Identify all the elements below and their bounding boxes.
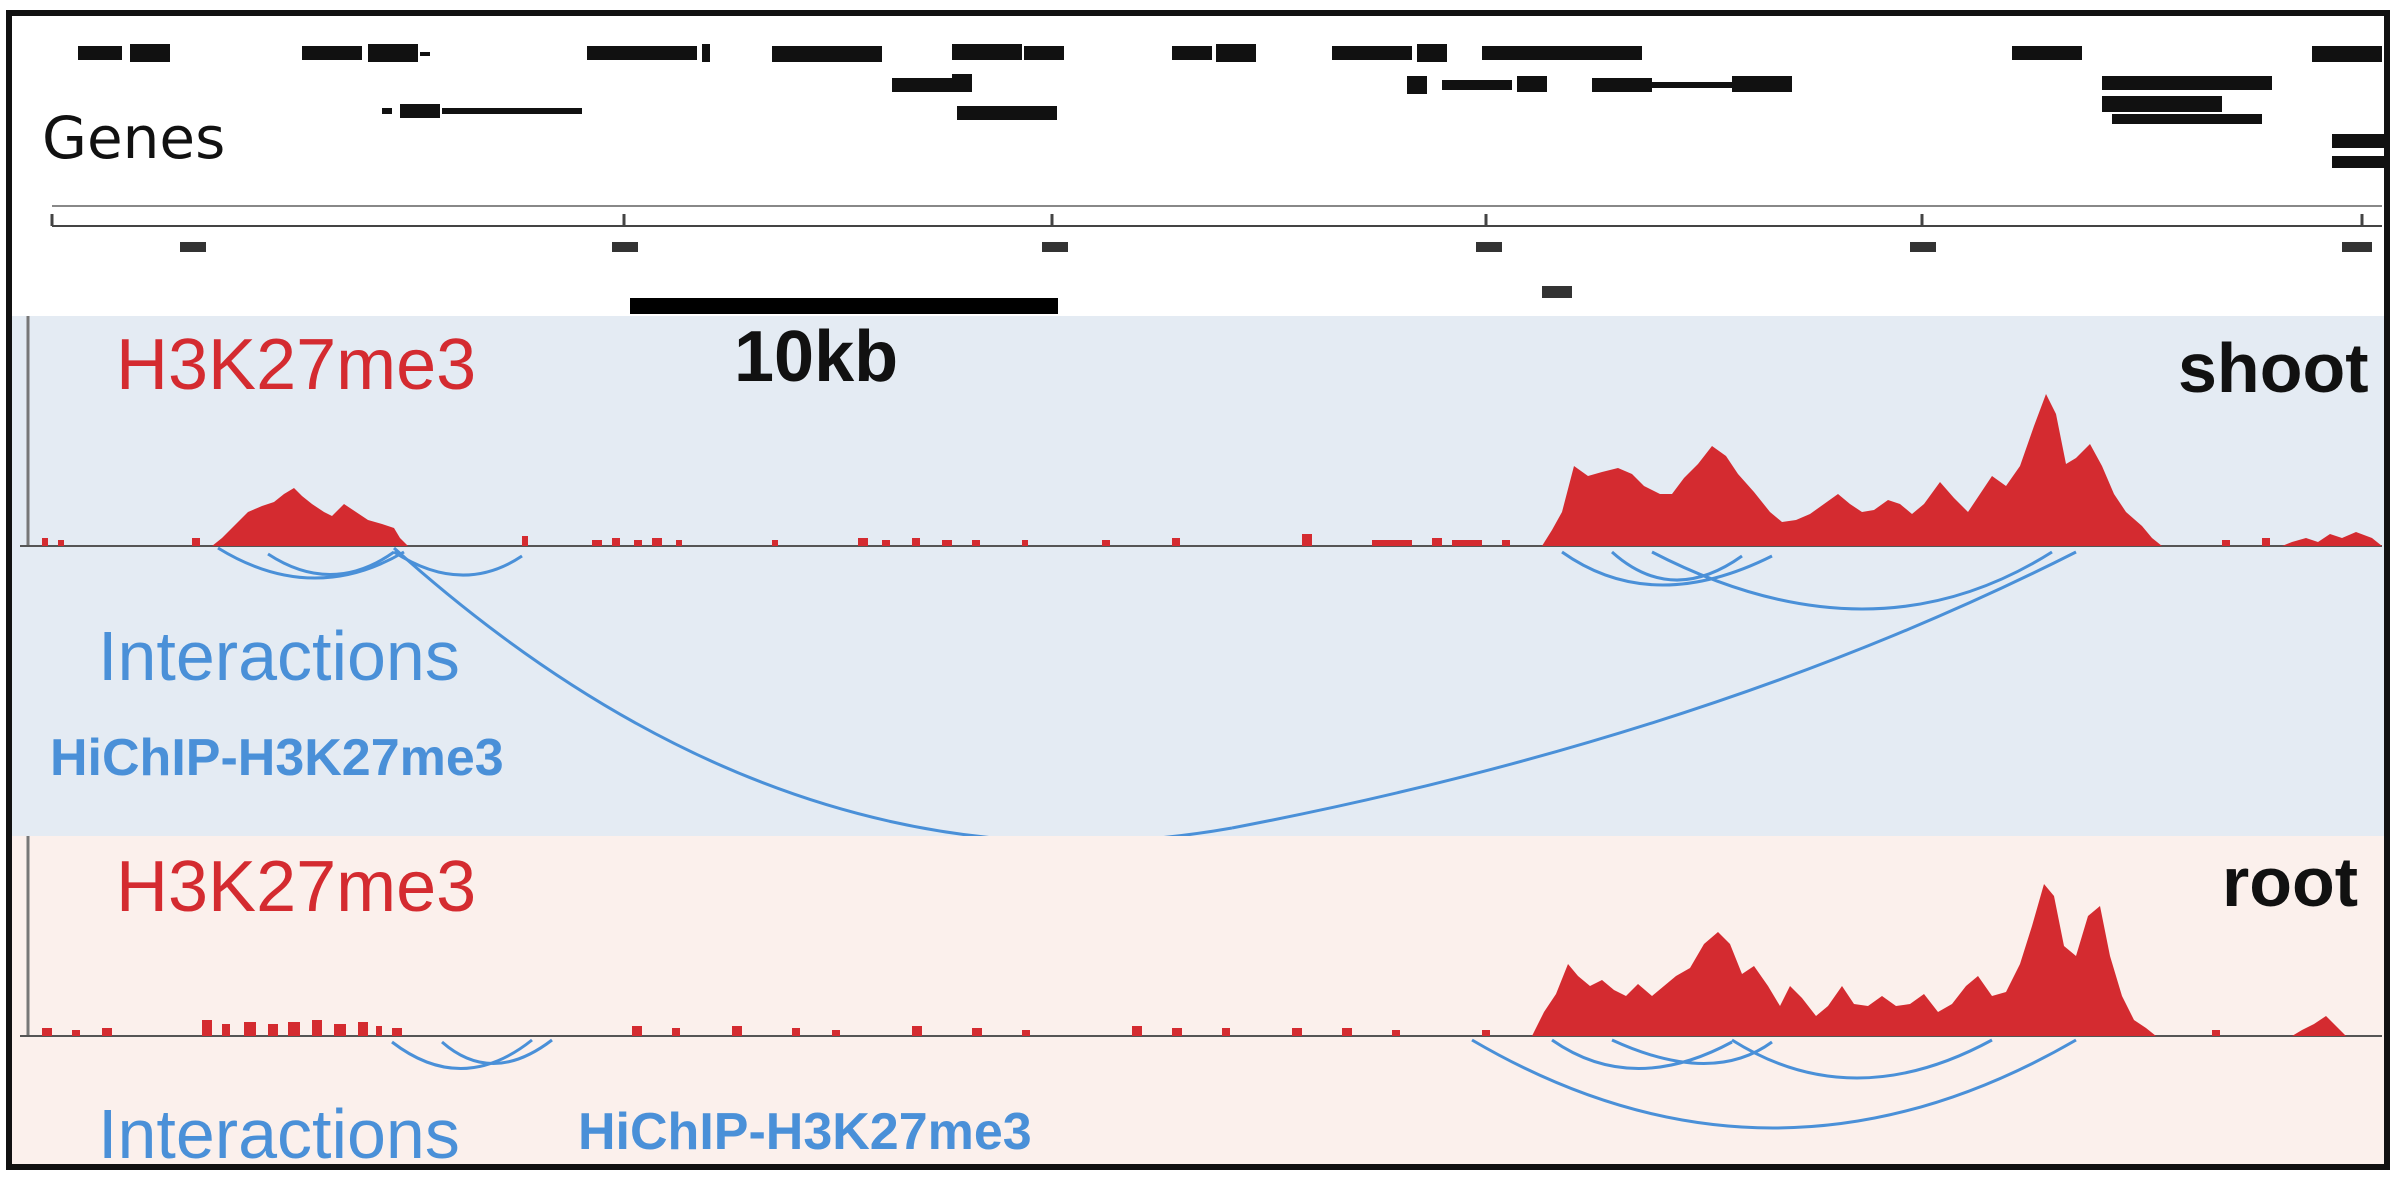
scale-bar: [630, 298, 1058, 314]
root-interactions-label: Interactions: [98, 1095, 460, 1170]
coordinate-ruler: [12, 186, 2384, 316]
shoot-panel: H3K27me3 shoot Interactions HiChIP-H3K27…: [12, 316, 2384, 836]
shoot-interaction-arcs: [217, 546, 2077, 836]
root-chip-signal: [42, 884, 2346, 1036]
shoot-tracks: [20, 316, 2382, 836]
ruler-axis: [50, 205, 2382, 314]
shoot-hichip-label: HiChIP-H3K27me3: [50, 729, 504, 787]
scale-bar-label: 10kb: [734, 317, 899, 397]
shoot-tissue-label: shoot: [2178, 329, 2369, 407]
root-hichip-label: HiChIP-H3K27me3: [578, 1103, 1032, 1161]
genes-track-label: Genes: [42, 104, 226, 172]
root-chip-label: H3K27me3: [116, 847, 477, 927]
root-panel: H3K27me3 root Interactions HiChIP-H3K27m…: [12, 836, 2384, 1170]
genome-browser-frame: Genes: [6, 10, 2390, 1170]
root-interaction-arcs: [391, 1038, 2077, 1130]
shoot-chip-label: H3K27me3: [116, 325, 477, 405]
root-tissue-label: root: [2222, 843, 2359, 921]
gene-models: [78, 44, 2384, 168]
genes-track: Genes: [12, 16, 2384, 186]
root-tracks: [20, 836, 2382, 1130]
shoot-interactions-label: Interactions: [98, 617, 460, 695]
shoot-chip-signal: [42, 394, 2382, 546]
